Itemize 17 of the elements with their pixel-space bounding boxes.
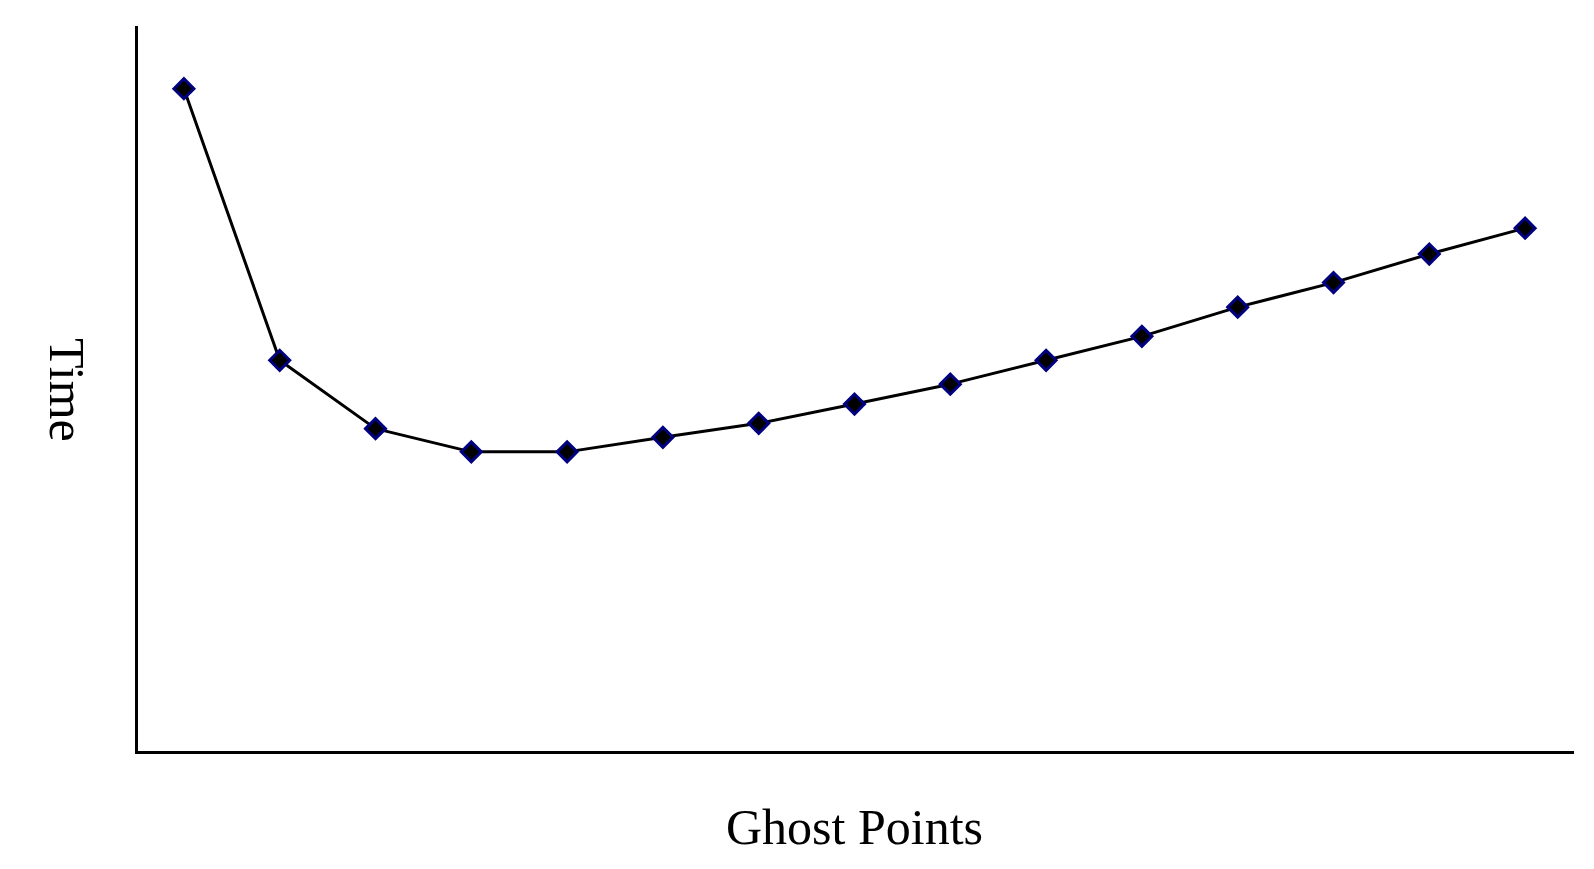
point: [747, 411, 771, 435]
y-axis-title: Time: [38, 338, 96, 442]
point: [268, 348, 292, 372]
point: [1034, 348, 1058, 372]
point: [651, 425, 675, 449]
point: [1322, 271, 1345, 295]
point: [555, 440, 579, 464]
point: [843, 392, 866, 416]
point: [1513, 216, 1537, 240]
point: [459, 440, 483, 464]
point: [1226, 295, 1250, 319]
point: [172, 77, 196, 101]
point: [364, 417, 387, 441]
x-axis-title: Ghost Points: [725, 799, 984, 856]
point: [1417, 242, 1441, 266]
point: [938, 372, 962, 396]
point: [1130, 324, 1154, 348]
